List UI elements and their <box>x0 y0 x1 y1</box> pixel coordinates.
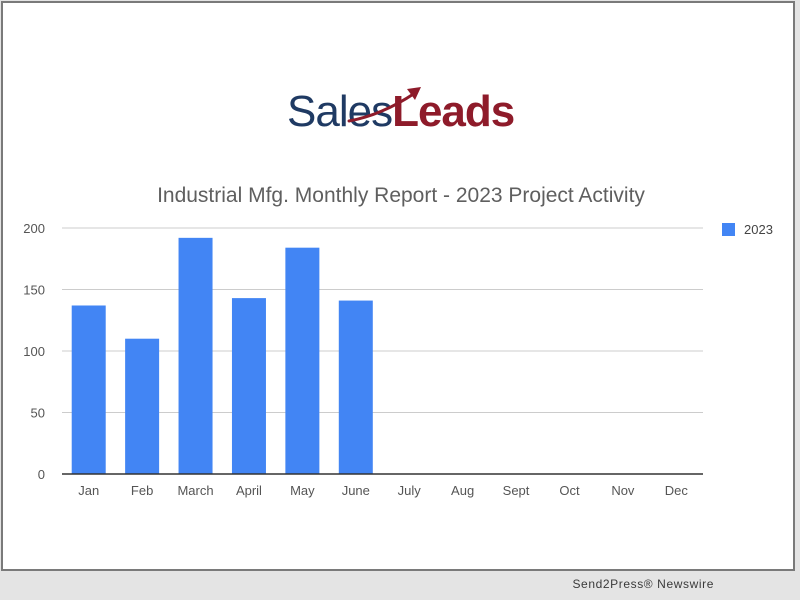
x-tick-label: Dec <box>665 483 689 498</box>
x-tick-label: May <box>290 483 315 498</box>
x-tick-label: April <box>236 483 262 498</box>
y-tick-label: 150 <box>23 283 45 298</box>
x-tick-label: June <box>342 483 370 498</box>
y-tick-label: 0 <box>38 467 45 482</box>
x-tick-label: Sept <box>503 483 530 498</box>
x-tick-label: Jan <box>78 483 99 498</box>
x-tick-label: March <box>177 483 213 498</box>
chart-title: Industrial Mfg. Monthly Report - 2023 Pr… <box>157 184 645 207</box>
bar-jan <box>71 305 106 474</box>
x-tick-label: July <box>398 483 422 498</box>
bar-feb <box>125 338 160 474</box>
bar-may <box>285 247 320 474</box>
x-tick-label: Feb <box>131 483 153 498</box>
x-tick-label: Oct <box>559 483 580 498</box>
bar-march <box>178 237 213 474</box>
logo-sales-text: Sales <box>287 87 393 136</box>
trend-arrow-icon <box>347 87 421 123</box>
legend-swatch <box>722 223 735 236</box>
legend-label: 2023 <box>744 222 773 237</box>
y-tick-label: 200 <box>23 221 45 236</box>
y-tick-label: 50 <box>31 406 45 421</box>
saleslead-logo: SalesLeads <box>287 81 527 137</box>
report-card: SalesLeads Industrial Mfg. Monthly Repor… <box>1 1 795 571</box>
x-tick-label: Aug <box>451 483 474 498</box>
newswire-credit: Send2Press® Newswire <box>572 577 714 591</box>
bar-chart: Industrial Mfg. Monthly Report - 2023 Pr… <box>23 184 773 498</box>
bar-june <box>338 300 373 474</box>
y-tick-label: 100 <box>23 344 45 359</box>
bar-april <box>231 298 266 474</box>
x-tick-label: Nov <box>611 483 635 498</box>
